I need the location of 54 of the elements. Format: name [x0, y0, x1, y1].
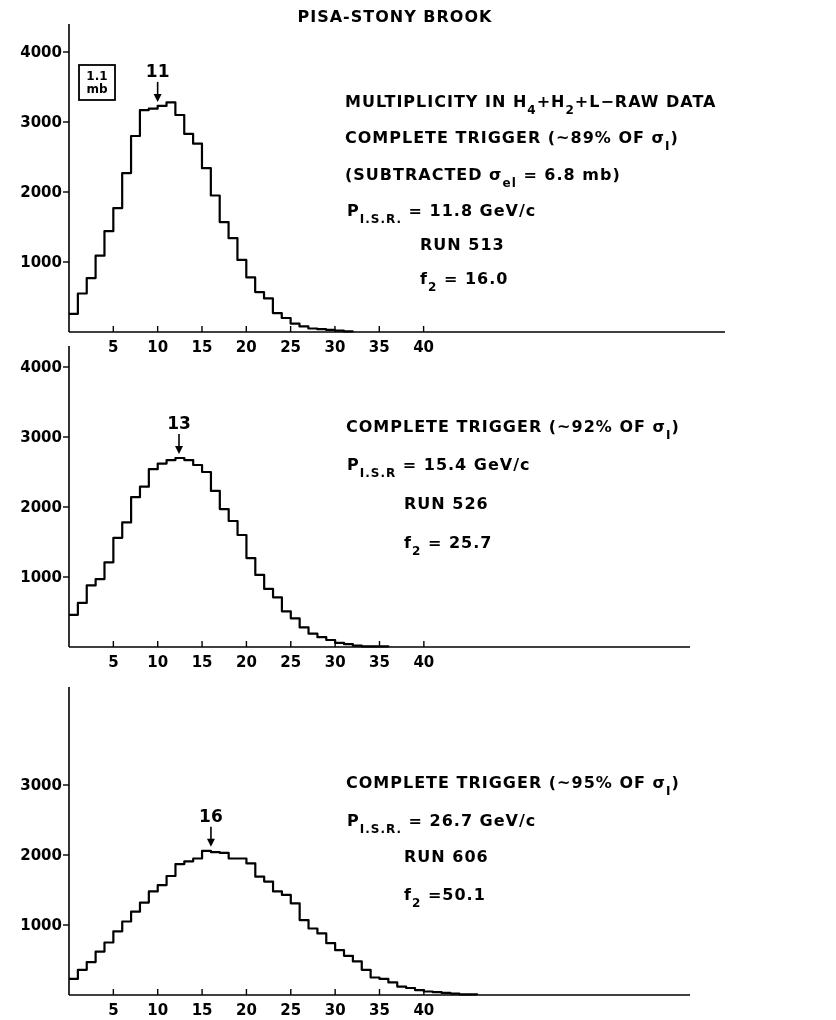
y-tick-label: 3000: [20, 428, 62, 447]
y-tick-label: 2000: [20, 846, 62, 865]
x-tick-label: 40: [413, 338, 435, 356]
x-tick-label: 35: [369, 1001, 390, 1019]
x-tick-label: 20: [235, 1001, 257, 1019]
x-tick-label: 5: [108, 1001, 119, 1019]
x-tick-label: 20: [235, 653, 257, 671]
annotation: f$_{2}$ = 25.7: [404, 533, 493, 558]
y-tick-label: 2000: [20, 183, 62, 202]
y-tick-label: 4000: [20, 358, 62, 377]
annotation: RUN 526: [404, 494, 489, 513]
x-tick-label: 5: [108, 653, 119, 671]
annotation: P$_{I.S.R.}$ = 26.7 GeV/c: [347, 811, 537, 836]
x-tick-label: 25: [280, 653, 302, 671]
annotation: (SUBTRACTED σ$_{el}$ = 6.8 mb): [345, 165, 621, 190]
chart-title: PISA-STONY BROOK: [297, 7, 493, 26]
x-tick-label: 35: [368, 338, 390, 356]
y-tick-label: 3000: [20, 113, 62, 132]
annotation: 13: [167, 413, 191, 433]
x-tick-label: 10: [147, 338, 169, 356]
annotation: COMPLETE TRIGGER (~92% OF σ$_{I}$): [346, 417, 680, 442]
y-tick-label: 4000: [20, 43, 62, 62]
annotation: f$_{2}$ = 16.0: [420, 269, 509, 294]
x-tick-label: 30: [324, 338, 346, 356]
x-tick-label: 5: [108, 338, 119, 356]
annotation: 16: [199, 805, 223, 826]
x-tick-label: 15: [191, 338, 213, 356]
x-tick-label: 40: [413, 653, 435, 671]
annotation: 11: [145, 60, 170, 81]
annotation: f$_{2}$ =50.1: [404, 885, 486, 910]
x-tick-label: 25: [280, 338, 302, 356]
annotation: P$_{I.S.R.}$ = 11.8 GeV/c: [347, 201, 537, 226]
x-tick-label: 35: [369, 653, 390, 671]
x-tick-label: 10: [147, 1001, 169, 1019]
x-tick-label: 30: [324, 1001, 346, 1019]
y-tick-label: 3000: [20, 776, 62, 795]
x-tick-label: 10: [147, 653, 169, 671]
annotation: RUN 606: [404, 847, 489, 866]
annotation: RUN 513: [420, 235, 505, 254]
annotation: COMPLETE TRIGGER (~89% OF σ$_{I}$): [345, 128, 679, 153]
annotation: COMPLETE TRIGGER (~95% OF σ$_{I}$): [346, 773, 680, 798]
x-tick-label: 40: [413, 1001, 435, 1019]
y-tick-label: 2000: [20, 498, 62, 517]
y-tick-label: 1000: [20, 916, 62, 935]
x-tick-label: 15: [191, 653, 213, 671]
y-tick-label: 1000: [20, 568, 62, 587]
x-tick-label: 30: [324, 653, 346, 671]
annotation: 1.1 mb: [86, 69, 108, 96]
x-tick-label: 25: [280, 1001, 302, 1019]
x-tick-label: 15: [191, 1001, 213, 1019]
y-tick-label: 1000: [20, 253, 62, 272]
annotation: MULTIPLICITY IN H$_{4}$+H$_{2}$+L−RAW DATA: [345, 92, 717, 117]
annotation: P$_{I.S.R}$ = 15.4 GeV/c: [347, 455, 531, 480]
x-tick-label: 20: [235, 338, 257, 356]
